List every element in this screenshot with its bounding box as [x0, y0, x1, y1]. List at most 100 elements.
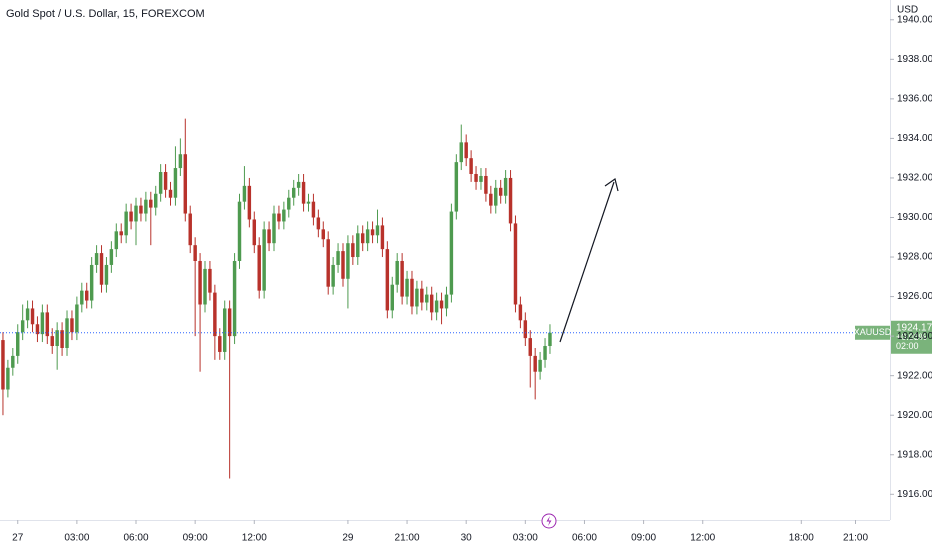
candle-body [311, 201, 316, 218]
candle-body [139, 205, 143, 214]
candle-body [252, 219, 257, 246]
candle-body [513, 223, 518, 305]
candle-body [6, 367, 10, 390]
x-tick-label: 12:00 [242, 533, 267, 544]
candle-body [351, 243, 355, 258]
symbol-label: XAUUSD [854, 327, 892, 337]
candle-body [94, 253, 99, 265]
candle-body [375, 225, 380, 236]
candle-body [415, 288, 419, 307]
candle-body [213, 292, 217, 337]
candle-body [203, 268, 207, 305]
candle-body [173, 168, 178, 198]
candle-body [400, 260, 404, 297]
x-tick-label: 30 [461, 533, 473, 544]
arrow-shaft [559, 181, 615, 343]
x-tick-label: 21:00 [395, 533, 420, 544]
candle-body [548, 332, 552, 347]
y-tick-label: 1940.00 [897, 14, 932, 25]
candle-body [25, 308, 30, 321]
candle-body [331, 264, 335, 287]
last-change: +0.03% [896, 332, 927, 342]
candle-body [114, 231, 119, 250]
candle-body [277, 213, 281, 222]
x-tick-label: 21:00 [843, 533, 868, 544]
candle-body [227, 308, 232, 337]
candle-body [50, 336, 54, 347]
x-tick-label: 27 [12, 533, 24, 544]
y-tick-label: 1930.00 [897, 212, 932, 223]
candle-body [528, 338, 532, 356]
y-tick-label: 1922.00 [897, 370, 932, 381]
candle-body [242, 185, 247, 202]
candle-body [287, 197, 291, 210]
candle-body [336, 251, 340, 265]
candle-body [257, 245, 261, 291]
candle-body [469, 158, 473, 174]
y-tick-label: 1926.00 [897, 291, 932, 302]
x-tick-label: 29 [342, 533, 354, 544]
y-tick-label: 1934.00 [897, 133, 932, 144]
candle-body [498, 187, 503, 196]
candle-body [188, 213, 192, 246]
x-tick-label: 03:00 [513, 533, 538, 544]
candle-body [99, 253, 104, 285]
candle-body [341, 251, 345, 279]
candle-body [124, 211, 128, 236]
candle-body [346, 243, 350, 279]
y-tick-label: 1924.00 [897, 331, 932, 342]
candle-body [134, 205, 138, 222]
candle-body [262, 229, 266, 291]
candle-body [193, 245, 197, 261]
candle-body [356, 233, 360, 258]
candle-body [129, 211, 133, 222]
last-price: 1924.17 [896, 322, 932, 333]
symbol-badge [855, 325, 890, 340]
candle-body [267, 229, 271, 244]
x-tick-label: 12:00 [690, 533, 715, 544]
candle-body [89, 264, 94, 301]
candle-body [75, 304, 79, 333]
candle-body [237, 201, 242, 261]
candle-body [35, 324, 40, 335]
candle-body [85, 290, 89, 301]
candle-body [154, 193, 158, 208]
candle-body [533, 355, 537, 372]
y-tick-label: 1928.00 [897, 252, 932, 263]
y-tick-label: 1932.00 [897, 173, 932, 184]
candle-body [218, 336, 222, 352]
candle-body [464, 142, 468, 159]
arrow-head [604, 178, 619, 192]
candle-body [508, 177, 513, 224]
candle-body [119, 231, 123, 236]
candle-body [208, 268, 212, 293]
candle-body [168, 189, 173, 198]
candle-body [410, 278, 414, 307]
chart-title: Gold Spot / U.S. Dollar, 15, FOREXCOM [6, 8, 205, 20]
candle-body [405, 278, 409, 297]
candle-body [55, 330, 59, 347]
candle-body [523, 320, 528, 339]
candle-body [474, 173, 478, 182]
candle-body [385, 249, 390, 311]
candle-body [365, 229, 370, 244]
candle-body [149, 199, 153, 208]
candle-body [65, 318, 69, 348]
y-tick-label: 1920.00 [897, 410, 932, 421]
candle-body [454, 162, 459, 212]
x-tick-label: 09:00 [631, 533, 656, 544]
candle-body [104, 264, 109, 285]
candle-body [183, 154, 188, 214]
currency-label: USD [897, 5, 918, 16]
event-icon-bolt [546, 516, 552, 526]
candle-body [178, 154, 183, 169]
candle-body [30, 308, 35, 325]
x-tick-label: 03:00 [64, 533, 89, 544]
candle-body [301, 181, 306, 204]
candle-body [70, 318, 74, 333]
candle-body [425, 294, 429, 303]
candle-body [198, 260, 202, 305]
price-badge [891, 320, 932, 354]
countdown: 02:00 [896, 341, 919, 351]
